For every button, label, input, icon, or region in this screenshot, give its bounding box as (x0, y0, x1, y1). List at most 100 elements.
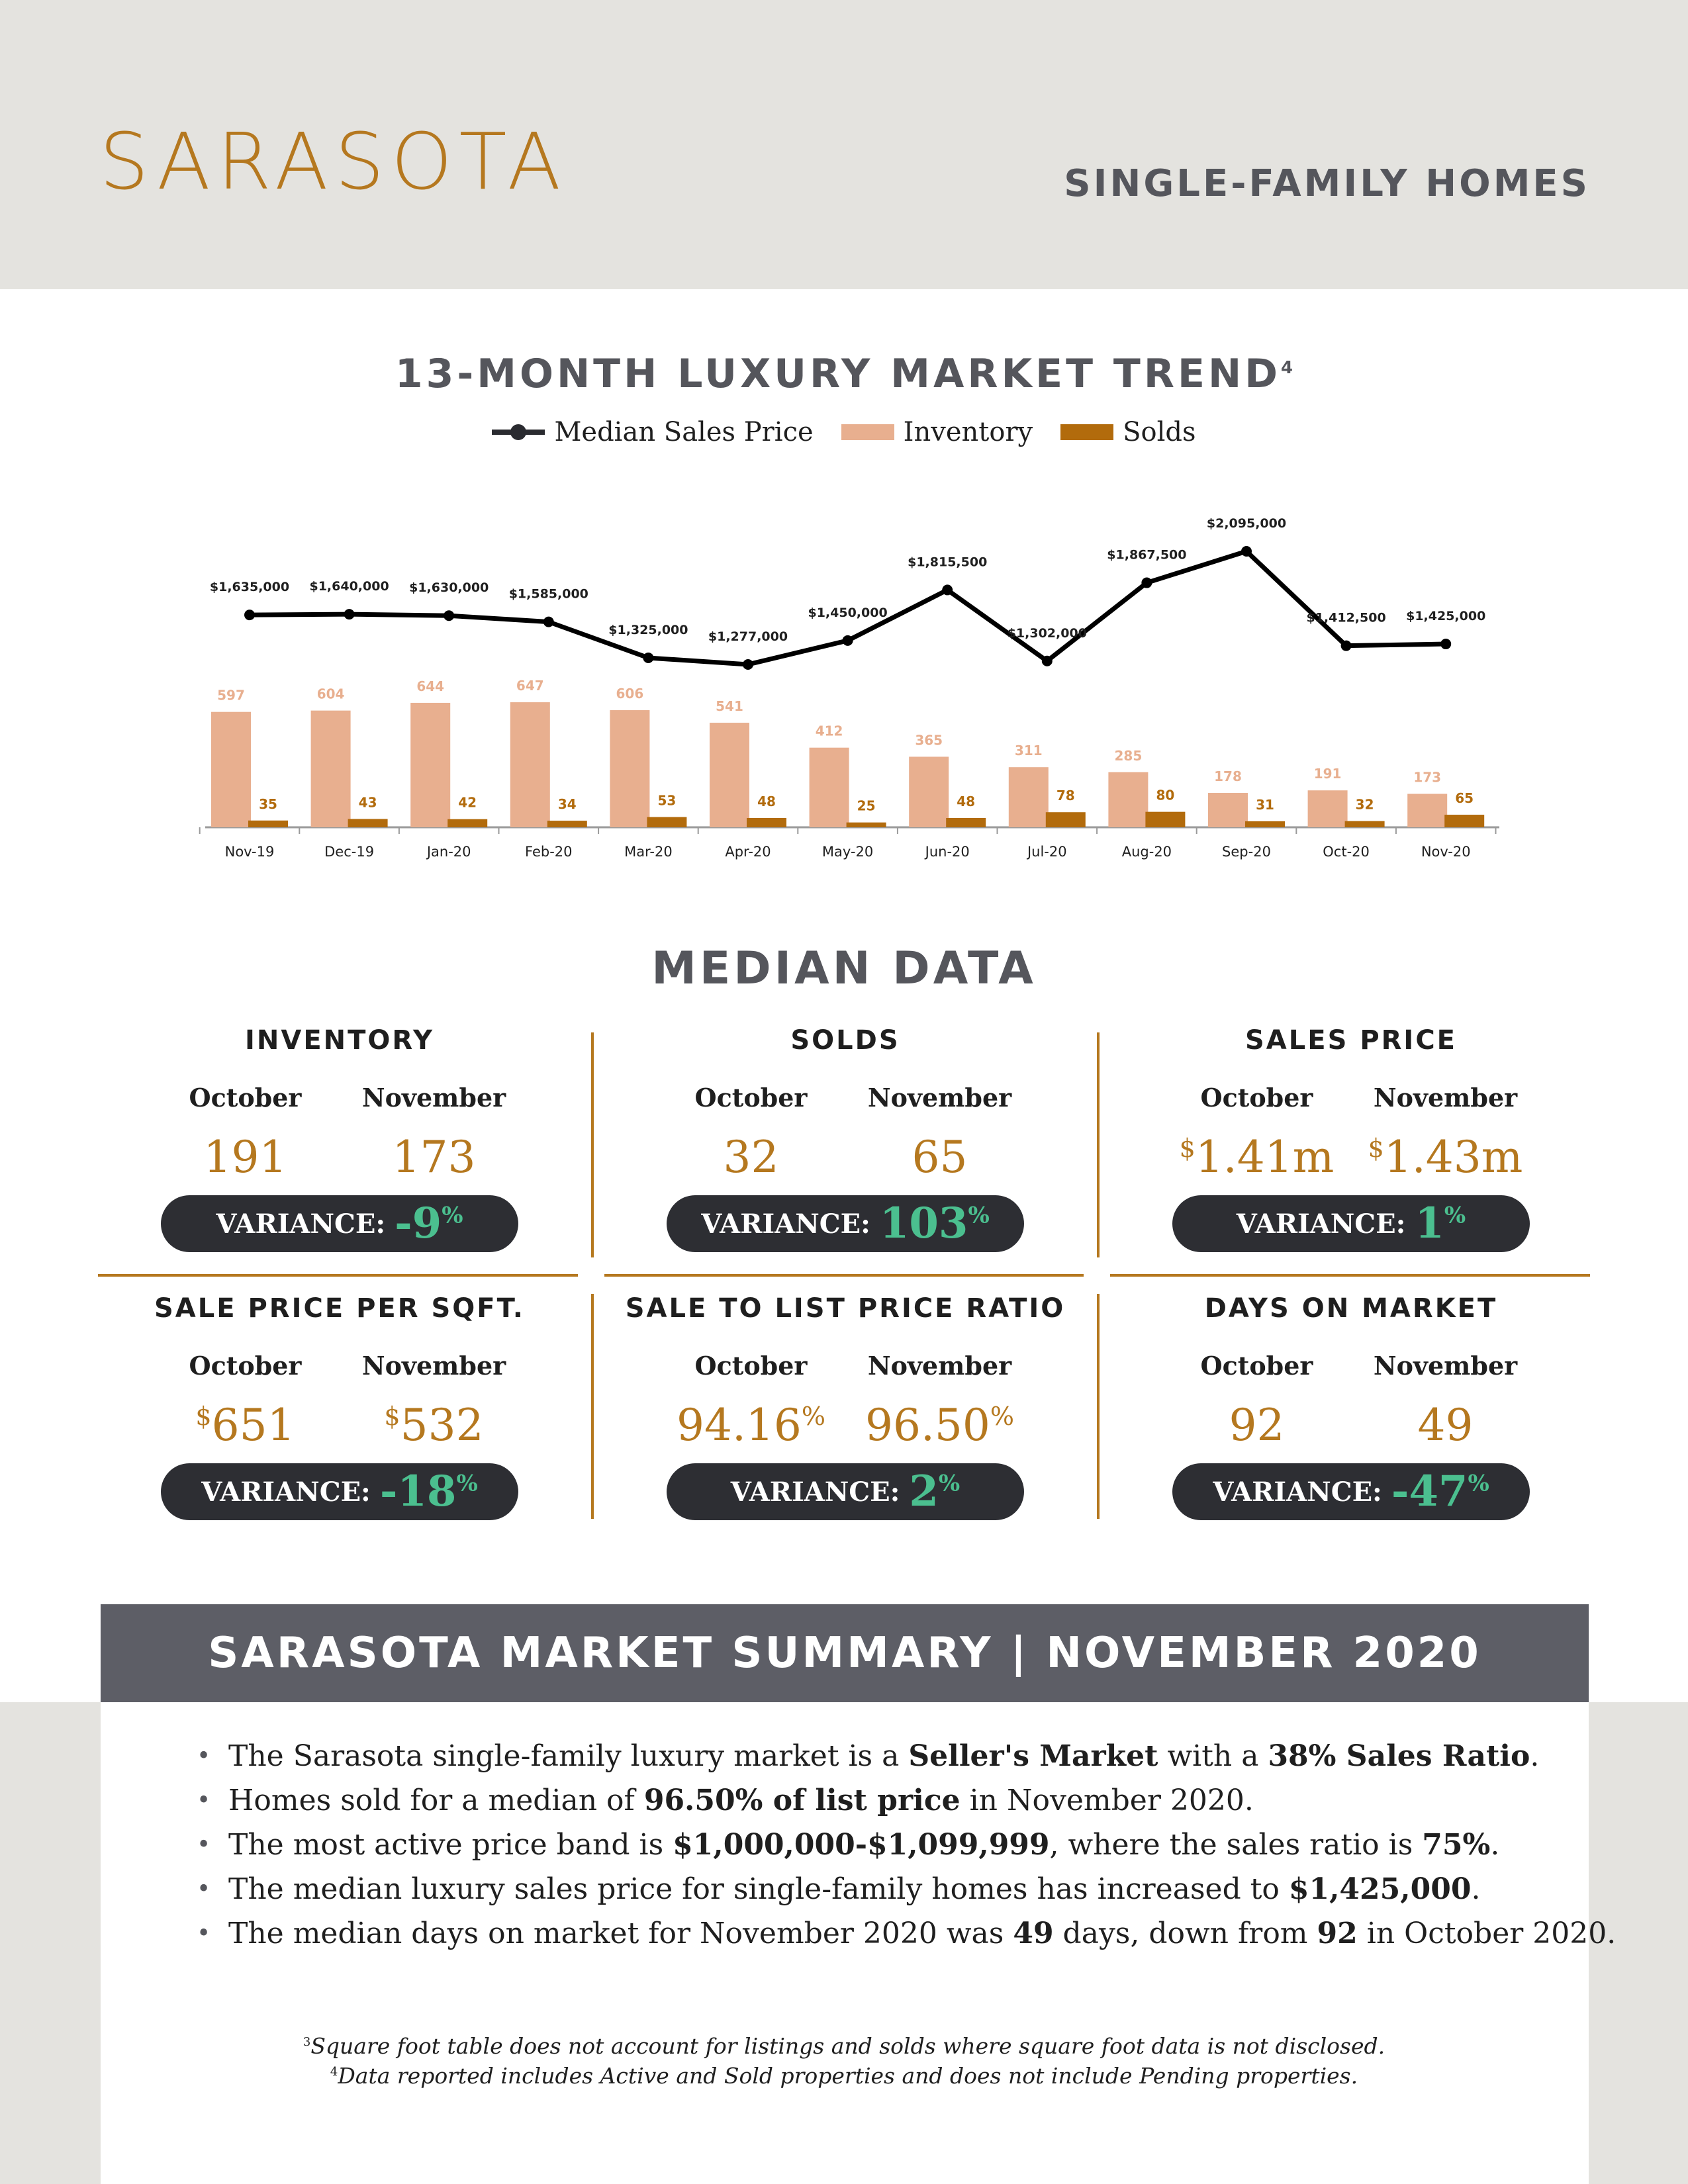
variance-unit: % (442, 1202, 463, 1229)
solds-data-label: 31 (1256, 797, 1274, 813)
median-price-point (244, 610, 255, 621)
metric-label: INVENTORY (245, 1025, 434, 1056)
footnote: 3Square foot table does not account for … (0, 2032, 1688, 2062)
value-number: 191 (203, 1132, 287, 1183)
solds-data-label: 34 (558, 796, 577, 812)
value-october: 191 (151, 1131, 340, 1183)
solds-bar (1344, 821, 1385, 827)
summary-text: in October 2020. (1357, 1917, 1617, 1950)
inventory-bar (410, 702, 451, 827)
legend-item-solds: Solds (1060, 417, 1196, 447)
value-october: 32 (657, 1131, 845, 1183)
variance-pill: VARIANCE: 103% (667, 1195, 1024, 1253)
median-price-point (942, 584, 953, 596)
variance-value: 1% (1415, 1203, 1466, 1245)
metric-months: October November (1100, 1083, 1603, 1113)
solds-bar (1145, 811, 1186, 827)
x-tick-label: Apr-20 (725, 844, 771, 860)
inventory-bar (1008, 767, 1049, 827)
metric-values: 191 173 (88, 1131, 591, 1183)
value-prefix: $ (1179, 1134, 1196, 1163)
metric-label: DAYS ON MARKET (1204, 1293, 1498, 1324)
value-november: 96.50% (845, 1399, 1034, 1451)
inventory-data-label: 597 (217, 688, 245, 704)
month-october: October (694, 1351, 808, 1381)
median-price-data-label: $1,867,500 (1107, 548, 1186, 563)
inventory-bar (610, 710, 650, 827)
legend-label-inventory: Inventory (903, 417, 1033, 447)
summary-bullet: The most active price band is $1,000,000… (189, 1823, 1579, 1867)
median-price-data-label: $1,302,000 (1008, 626, 1087, 641)
inventory-data-label: 606 (616, 686, 644, 702)
summary-bold-text: 38% Sales Ratio (1268, 1739, 1530, 1773)
footer-band-left (0, 1702, 101, 2184)
solds-bar (1444, 815, 1485, 827)
median-price-point (743, 659, 753, 670)
inventory-data-label: 604 (317, 686, 345, 702)
summary-text: in November 2020. (960, 1784, 1254, 1817)
inventory-bar (310, 710, 351, 827)
summary-bold-text: $1,000,000-$1,099,999 (673, 1828, 1050, 1862)
median-price-point (1241, 546, 1252, 557)
median-price-data-label: $1,635,000 (210, 580, 289, 594)
metric-card: SALES PRICE October November $1.41m $1.43m VA… (1100, 1027, 1603, 1253)
metric-card: SOLDS October November 32 65 VARIANCE: 103% (594, 1027, 1097, 1253)
inventory-data-label: 178 (1214, 768, 1242, 784)
metric-months: October November (594, 1351, 1097, 1381)
footnotes: 3Square foot table does not account for … (0, 2032, 1688, 2091)
divider-horizontal (1110, 1274, 1590, 1277)
inventory-data-label: 191 (1314, 766, 1342, 782)
variance-number: -47 (1391, 1467, 1468, 1517)
x-tick-label: May-20 (822, 844, 873, 860)
value-november: 49 (1351, 1399, 1540, 1451)
metric-label: SALE PRICE PER SQFT. (154, 1293, 526, 1324)
inventory-bar (510, 702, 550, 827)
variance-label: VARIANCE: (1236, 1208, 1406, 1240)
value-prefix: $ (1368, 1134, 1384, 1163)
metric-values: $1.41m $1.43m (1100, 1131, 1603, 1183)
metric-card: INVENTORY October November 191 173 VARIANCE: -… (88, 1025, 591, 1253)
footnote-mark: 3 (303, 2035, 311, 2049)
summary-text: The median days on market for November 2… (228, 1917, 1013, 1950)
summary-bold-text: $1,425,000 (1288, 1872, 1472, 1906)
summary-text: days, down from (1053, 1917, 1317, 1950)
summary-bullet: The Sarasota single-family luxury market… (189, 1734, 1579, 1778)
x-tick-label: Oct-20 (1323, 844, 1370, 860)
inventory-bar (1307, 790, 1348, 827)
solds-bar (248, 820, 288, 827)
variance-pill: VARIANCE: -9% (161, 1195, 518, 1253)
solds-data-label: 25 (857, 798, 876, 814)
value-number: 532 (400, 1400, 484, 1451)
chart-legend: Median Sales Price Inventory Solds (0, 417, 1688, 447)
solds-data-label: 78 (1056, 788, 1075, 803)
variance-label: VARIANCE: (730, 1476, 900, 1508)
inventory-data-label: 173 (1413, 769, 1441, 785)
variance-label: VARIANCE: (701, 1208, 870, 1240)
value-suffix: % (801, 1402, 826, 1431)
footnote-text: Square foot table does not account for l… (310, 2033, 1385, 2059)
summary-bold-text: 92 (1317, 1917, 1358, 1950)
month-october: October (189, 1083, 302, 1113)
month-november: November (361, 1083, 506, 1113)
summary-text: The most active price band is (228, 1828, 673, 1862)
solds-bar (946, 817, 986, 827)
value-november: $532 (340, 1399, 528, 1451)
x-tick-label: Nov-19 (225, 844, 275, 860)
x-tick-label: Aug-20 (1122, 844, 1172, 860)
inventory-bar (710, 723, 749, 827)
inventory-data-label: 311 (1015, 743, 1043, 758)
segment-title: SINGLE-FAMILY HOMES (1064, 162, 1590, 205)
x-tick-label: Mar-20 (624, 844, 673, 860)
variance-value: -9% (395, 1203, 463, 1245)
summary-text: , where the sales ratio is (1049, 1828, 1423, 1862)
divider-vertical (1097, 1294, 1100, 1519)
metric-months: October November (594, 1083, 1097, 1113)
solds-bar (1245, 821, 1285, 827)
solds-bar (547, 821, 587, 827)
variance-value: 103% (880, 1203, 990, 1245)
inventory-bar (1108, 772, 1149, 827)
footnote: 4Data reported includes Active and Sold … (0, 2062, 1688, 2091)
month-november: November (867, 1083, 1012, 1113)
solds-data-label: 65 (1455, 790, 1474, 806)
solds-data-label: 48 (757, 794, 776, 809)
